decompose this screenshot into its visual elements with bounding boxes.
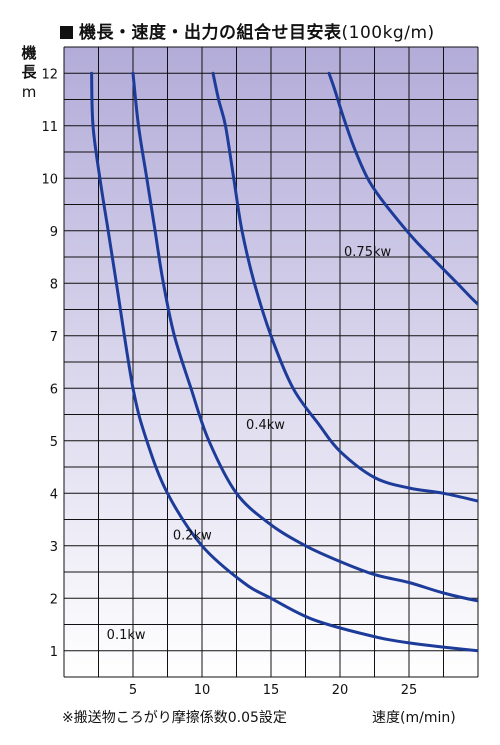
series-labels: 0.1kw 0.2kw 0.4kw 0.75kw — [107, 245, 392, 643]
series-line-0.4kw — [211, 71, 478, 503]
y-tick-label: 9 — [50, 225, 58, 240]
series-label-0.75kw: 0.75kw — [344, 245, 391, 260]
series-line-0.2kw — [131, 71, 478, 603]
x-tick-label: 10 — [194, 683, 211, 698]
y-axis-unit: m — [21, 83, 37, 101]
chart-title-text: 機長・速度・出力の組合せ目安表 — [79, 23, 342, 43]
series-line-0.1kw — [90, 71, 478, 653]
y-tick-label: 2 — [50, 592, 58, 607]
series-lines — [90, 71, 478, 653]
series-label-0.1kw: 0.1kw — [107, 628, 146, 643]
y-tick-label: 11 — [41, 120, 58, 135]
y-tick-label: 8 — [50, 277, 58, 292]
x-tick-label: 15 — [263, 683, 280, 698]
y-tick-label: 6 — [50, 382, 58, 397]
y-tick-label: 5 — [50, 435, 58, 450]
series-line-0.75kw — [327, 71, 478, 307]
x-axis-label: 速度(m/min) — [372, 710, 456, 726]
y-tick-label: 4 — [50, 487, 58, 502]
x-tick-label: 5 — [129, 683, 137, 698]
chart-title-unit: (100kg/m) — [341, 23, 435, 43]
series-label-0.2kw: 0.2kw — [173, 528, 212, 543]
y-tick-label: 12 — [41, 67, 58, 82]
chart-title: 機長・速度・出力の組合せ目安表(100kg/m) — [60, 18, 435, 43]
footnote: ※搬送物ころがり摩擦係数0.05設定 — [62, 710, 287, 726]
x-tick-label: 20 — [332, 683, 349, 698]
title-square-bullet — [60, 26, 73, 39]
x-tick-label: 25 — [401, 683, 418, 698]
y-tick-label: 10 — [41, 172, 58, 187]
y-axis-label: 機長 — [21, 44, 37, 81]
y-tick-label: 7 — [50, 330, 58, 345]
series-label-0.4kw: 0.4kw — [246, 418, 285, 433]
y-tick-label: 1 — [50, 645, 58, 660]
y-tick-label: 3 — [50, 540, 58, 555]
grid — [63, 46, 479, 678]
